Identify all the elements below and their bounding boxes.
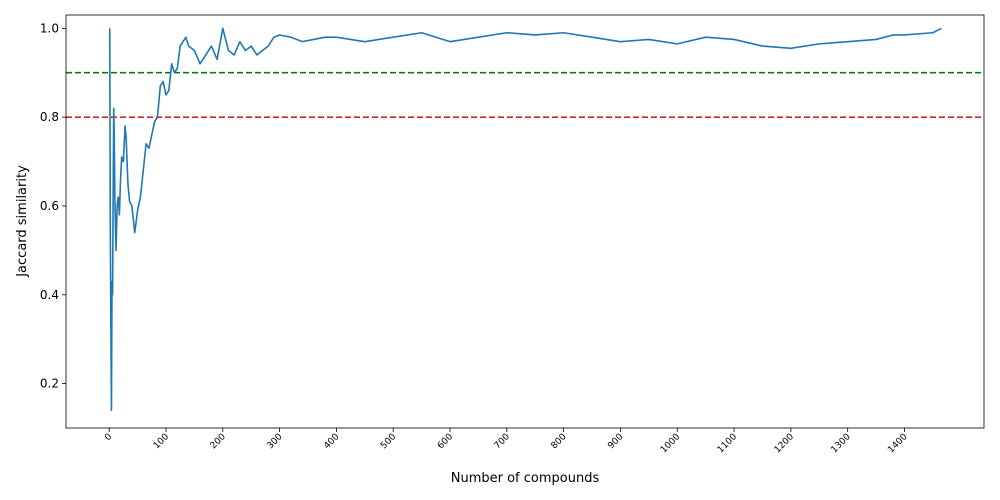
- y-tick-label: 0.8: [40, 110, 59, 124]
- x-tick-label: 1100: [716, 432, 739, 455]
- x-tick-label: 800: [549, 432, 568, 451]
- x-axis: 0 100 200 300 400 500 600 700 800 900 1000 1100 1200…: [103, 428, 910, 455]
- x-tick-label: 1300: [830, 432, 853, 455]
- y-tick-label: 1.0: [40, 21, 59, 35]
- y-tick-label: 0.6: [40, 199, 59, 213]
- y-tick-label: 0.4: [40, 288, 59, 302]
- x-tick-label: 500: [379, 432, 398, 451]
- plot-frame: [65, 14, 985, 429]
- x-tick-label: 1200: [773, 432, 796, 455]
- x-tick-label: 100: [152, 432, 171, 451]
- reference-lines: [66, 71, 984, 118]
- x-tick-label: 1000: [659, 432, 682, 455]
- x-tick-label: 600: [436, 432, 455, 451]
- series-line-0: [108, 27, 942, 412]
- series-layer: [108, 27, 942, 412]
- x-axis-title: Number of compounds: [451, 471, 600, 486]
- x-tick-label: 400: [322, 432, 341, 451]
- x-tick-label: 300: [265, 432, 284, 451]
- x-tick-label: 1400: [886, 432, 909, 455]
- x-tick-label: 900: [606, 432, 625, 451]
- x-tick-label: 700: [493, 432, 512, 451]
- y-tick-label: 0.2: [40, 377, 59, 391]
- y-axis: 0.2 0.4 0.6 0.8 1.0: [40, 21, 66, 391]
- x-tick-label: 200: [209, 432, 228, 451]
- x-tick-label: 0: [103, 432, 114, 443]
- plot-area: [66, 15, 984, 428]
- y-axis-title: Jaccard similarity: [15, 165, 30, 278]
